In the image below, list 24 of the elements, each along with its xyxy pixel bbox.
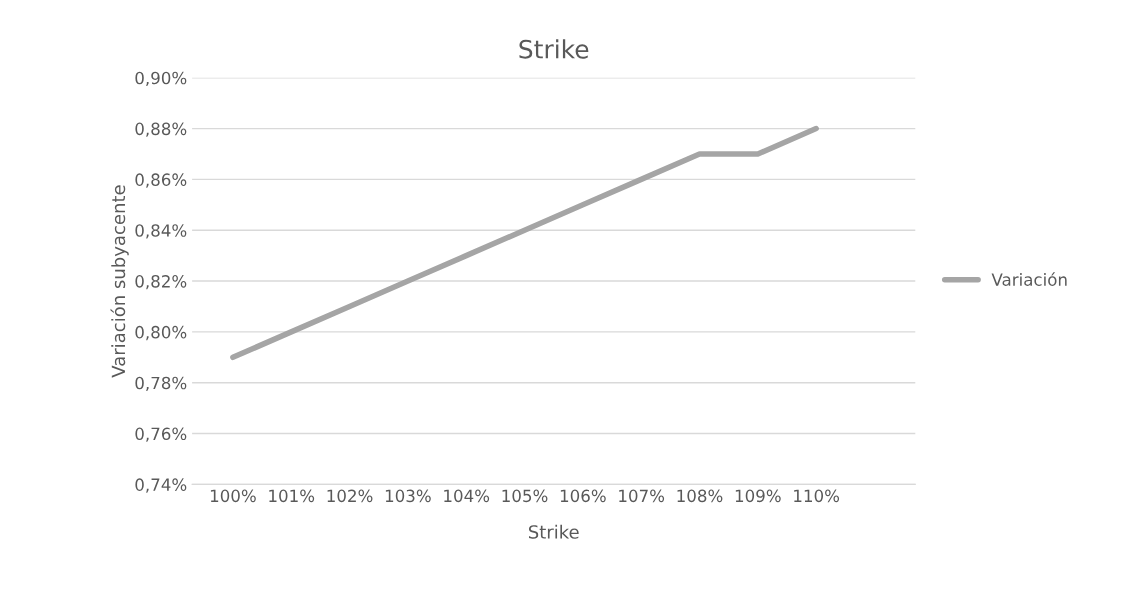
x-tick-label: 105% [502, 489, 548, 503]
x-tick-label: 107% [619, 489, 665, 503]
y-tick-label: 0,82% [135, 275, 187, 290]
x-tick-label: 108% [677, 489, 723, 503]
x-tick-label: 110% [794, 489, 840, 503]
x-tick-label: 103% [385, 489, 431, 503]
y-axis-title: Variación subyacente [110, 185, 129, 378]
x-tick-label: 109% [735, 489, 781, 503]
chart-title: Strike [519, 39, 589, 59]
legend-label: Variación [991, 272, 1067, 286]
x-tick-label: 101% [269, 489, 315, 503]
y-tick-label: 0,88% [135, 122, 187, 137]
y-tick-label: 0,78% [135, 376, 187, 391]
x-tick-label: 100% [210, 489, 256, 503]
y-tick-label: 0,74% [135, 478, 187, 493]
y-tick-label: 0,86% [135, 173, 187, 188]
x-tick-label: 104% [444, 489, 490, 503]
y-tick-label: 0,80% [135, 325, 187, 341]
x-tick-label: 102% [327, 489, 373, 503]
x-axis-title: Strike [528, 524, 579, 539]
y-tick-label: 0,90% [135, 71, 187, 87]
y-tick-label: 0,84% [135, 224, 187, 239]
y-tick-label: 0,76% [135, 427, 187, 442]
x-tick-label: 106% [560, 489, 606, 503]
